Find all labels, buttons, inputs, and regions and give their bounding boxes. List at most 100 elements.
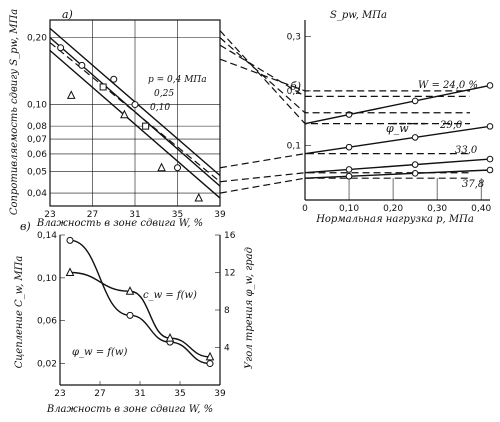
panel-c-point-triangle bbox=[165, 333, 175, 342]
panel-b-angle-label: φ_w bbox=[386, 122, 409, 135]
panel-c-xtick-label: 23 bbox=[54, 389, 65, 399]
panel-a-xtick-label: 27 bbox=[87, 210, 98, 220]
panel-b-series-label-1: 29,0 bbox=[439, 120, 463, 131]
panel-connector-line bbox=[219, 30, 470, 125]
panel-a-xtick-label: 31 bbox=[129, 210, 140, 220]
panel-c-ylabel: Сцепление C_w, МПа bbox=[14, 256, 25, 369]
panel-b-series-line bbox=[304, 84, 491, 125]
panel-c-point-circle bbox=[206, 360, 214, 368]
panel-a-ytick-label: 0,04 bbox=[27, 189, 47, 199]
panel-b-label: б) bbox=[290, 80, 301, 93]
panel-b-ytick-label: 0,3 bbox=[287, 32, 301, 42]
panel-connectors bbox=[219, 30, 470, 194]
panel-b-point bbox=[345, 143, 353, 151]
panel-a-point-triangle bbox=[120, 109, 129, 119]
panel-b-series-line bbox=[304, 169, 491, 179]
panel-c-point-triangle bbox=[125, 286, 135, 295]
panel-a-xtick-label: 35 bbox=[172, 210, 183, 220]
panel-b-xtick-label: 0,40 bbox=[471, 204, 491, 214]
panel-b-point bbox=[486, 166, 494, 174]
panel-c-ytick-label: 0,02 bbox=[37, 360, 57, 370]
panel-c-series-line bbox=[69, 271, 211, 358]
panel-c-point-triangle bbox=[65, 267, 75, 276]
panel-c-xtick-label: 31 bbox=[134, 389, 145, 399]
panel-a-point-circle bbox=[131, 101, 139, 109]
panel-c-ytick-label: 0,10 bbox=[37, 274, 57, 284]
panel-c-y2tick-label: 4 bbox=[224, 344, 230, 354]
panel-b-xtick-label: 0,10 bbox=[339, 204, 359, 214]
panel-c-point-circle bbox=[66, 236, 74, 244]
panel-b: б) S_pw, МПа Нормальная нагрузка p, МПа … bbox=[287, 10, 494, 225]
panel-c-label: в) bbox=[20, 220, 31, 233]
panel-a-point-circle bbox=[174, 164, 181, 172]
panel-c-ylabel-right: Угол трения φ_w, град bbox=[244, 247, 255, 369]
panel-a-ytick-label: 0,06 bbox=[27, 150, 47, 160]
panel-a-ytick-label: 0,08 bbox=[27, 122, 47, 132]
panel-a-xtick-label: 39 bbox=[214, 210, 226, 220]
panel-b-point bbox=[411, 134, 419, 141]
panel-connector-line bbox=[219, 58, 470, 92]
panel-a-point-square bbox=[99, 83, 107, 91]
panel-a-series-line bbox=[49, 37, 221, 187]
panel-a-series-line bbox=[49, 42, 221, 183]
panel-b-point bbox=[486, 82, 494, 89]
panel-c-ytick-label: 0,14 bbox=[37, 231, 57, 241]
panel-connector-line bbox=[219, 153, 470, 169]
panel-a-xtick-label: 23 bbox=[44, 210, 55, 220]
panel-b-xtick-label: 0,30 bbox=[427, 204, 447, 214]
panel-a-point-triangle bbox=[66, 90, 76, 99]
panel-b-point bbox=[411, 97, 419, 105]
panel-b-series-label-0: W = 24,0 % bbox=[418, 80, 478, 91]
panel-a-point-circle bbox=[78, 61, 86, 69]
panel-b-point bbox=[486, 123, 494, 130]
panel-a-point-circle bbox=[57, 44, 65, 52]
panel-b-series-line bbox=[304, 125, 491, 155]
panel-c-xlabel: Влажность в зоне сдвига W, % bbox=[46, 404, 213, 415]
panel-b-ytick-label: 0,1 bbox=[287, 141, 301, 151]
panel-b-point bbox=[411, 161, 419, 168]
panel-a-ylabel: Сопротивляемость сдвигу S_pw, МПа bbox=[9, 9, 20, 215]
panel-connector-line bbox=[219, 172, 470, 183]
panel-c-xtick-label: 27 bbox=[94, 389, 105, 399]
panel-a-ytick-label: 0,07 bbox=[27, 135, 47, 145]
panel-a-point-triangle bbox=[157, 162, 166, 172]
panel-c-series-label-0: c_w = f(w) bbox=[143, 290, 197, 301]
panel-a-series-label-1: 0,25 bbox=[154, 89, 174, 99]
panel-c-point-triangle bbox=[205, 351, 215, 361]
panel-b-point bbox=[345, 166, 353, 173]
panel-connector-line bbox=[219, 37, 470, 114]
panel-a-xlabel: Влажность в зоне сдвига W, % bbox=[36, 218, 203, 229]
panel-b-xtick-label: 0 bbox=[302, 204, 308, 214]
panel-b-point bbox=[345, 172, 353, 180]
panel-a-ytick-label: 0,20 bbox=[27, 34, 47, 44]
panel-c-ytick-label: 0,06 bbox=[37, 317, 57, 327]
panel-a-point-circle bbox=[110, 75, 118, 83]
panel-c-y2tick-label: 8 bbox=[224, 306, 230, 316]
panel-c: в) Сцепление C_w, МПа Угол трения φ_w, г… bbox=[14, 220, 255, 415]
panel-b-series-label-2: 33,0 bbox=[455, 145, 478, 156]
panel-connector-line bbox=[219, 44, 470, 97]
panel-a-ytick-label: 0,10 bbox=[27, 101, 47, 111]
panel-b-ylabel: S_pw, МПа bbox=[330, 10, 387, 21]
panel-a-label: а) bbox=[62, 8, 73, 21]
panel-a-ytick-label: 0,05 bbox=[27, 168, 47, 178]
panel-c-xtick-label: 39 bbox=[214, 389, 226, 399]
panel-connector-line bbox=[219, 177, 470, 194]
panel-b-series-line bbox=[304, 158, 491, 174]
panel-a-series-line bbox=[49, 49, 221, 199]
panel-b-series-label-3: 37,8 bbox=[462, 179, 484, 190]
panel-b-xlabel: Нормальная нагрузка p, МПа bbox=[315, 214, 474, 225]
panel-b-xtick-label: 0,20 bbox=[383, 204, 403, 214]
panel-a-series-label-2: 0,10 bbox=[150, 103, 170, 113]
panel-c-point-circle bbox=[126, 311, 134, 319]
panel-c-series-label-1: φ_w = f(w) bbox=[72, 347, 127, 358]
panel-a-point-square bbox=[142, 122, 150, 130]
panel-b-point bbox=[486, 155, 494, 163]
panel-b-ytick-label: 0,2 bbox=[287, 87, 301, 97]
panel-c-series-line bbox=[69, 239, 211, 365]
panel-a-point-triangle bbox=[194, 192, 204, 202]
panel-a-series-label-0: p = 0,4 МПа bbox=[148, 75, 207, 85]
panel-c-y2tick-label: 16 bbox=[224, 231, 236, 241]
panel-a: а) Сопротивляемость сдвигу S_pw, МПа Вла… bbox=[9, 8, 226, 229]
